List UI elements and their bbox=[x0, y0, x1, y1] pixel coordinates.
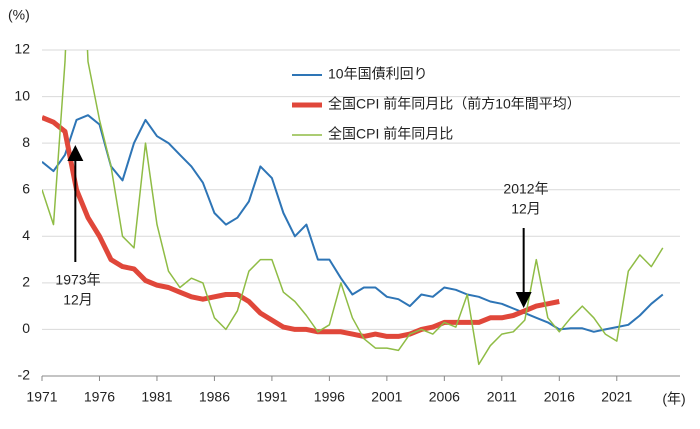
x-tick-label: 1976 bbox=[84, 389, 115, 405]
x-tick-label: 2001 bbox=[371, 389, 402, 405]
x-tick-label: 2011 bbox=[487, 389, 517, 405]
x-tick-label: 2021 bbox=[601, 389, 632, 405]
plot-area bbox=[42, 50, 664, 366]
annotation-text: 2012年 bbox=[503, 181, 548, 197]
series-line bbox=[42, 115, 560, 339]
x-tick-label: 1986 bbox=[199, 389, 230, 405]
x-unit: (年) bbox=[662, 391, 685, 407]
y-tick-label: 4 bbox=[22, 227, 30, 243]
y-tick-label: 0 bbox=[22, 320, 30, 336]
x-tick-label: 1991 bbox=[256, 389, 287, 405]
x-tick-label: 2016 bbox=[544, 389, 575, 405]
y-tick-label: 2 bbox=[22, 274, 30, 290]
annotation-text: 1973年 bbox=[55, 272, 100, 288]
annotation-text: 12月 bbox=[63, 292, 93, 308]
x-tick-label: 1996 bbox=[314, 389, 345, 405]
annotation-text: 12月 bbox=[511, 201, 541, 217]
legend-label: 全国CPI 前年同月比 bbox=[328, 126, 453, 142]
series-line bbox=[42, 114, 664, 333]
y-tick-label: 12 bbox=[14, 41, 30, 57]
x-tick-label: 1981 bbox=[141, 389, 172, 405]
y-unit: (%) bbox=[8, 7, 30, 23]
x-tick-label: 1971 bbox=[26, 389, 57, 405]
y-tick-label: -2 bbox=[18, 367, 31, 383]
legend-label: 10年国債利回り bbox=[328, 66, 428, 82]
y-tick-label: 10 bbox=[14, 87, 30, 103]
series-line bbox=[42, 50, 664, 366]
y-tick-label: 6 bbox=[22, 180, 30, 196]
legend-label: 全国CPI 前年同月比（前方10年間平均） bbox=[328, 96, 581, 112]
y-tick-label: 8 bbox=[22, 134, 30, 150]
x-tick-label: 2006 bbox=[429, 389, 460, 405]
